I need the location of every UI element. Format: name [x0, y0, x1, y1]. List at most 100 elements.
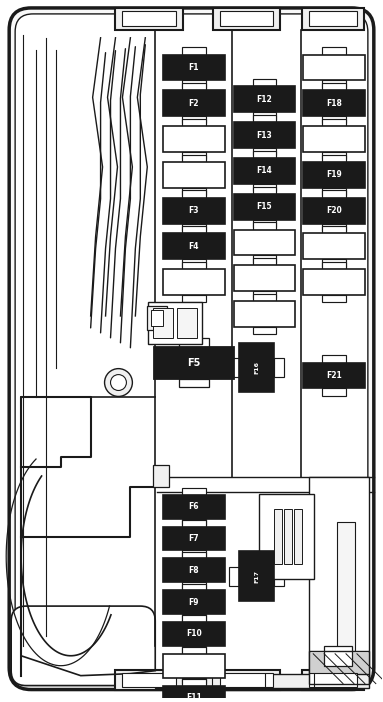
Text: F3: F3 [189, 206, 199, 215]
Bar [253, 184, 276, 191]
Text: F14: F14 [257, 166, 272, 176]
Bar [253, 294, 276, 301]
Bar [163, 590, 225, 614]
Bar [182, 519, 206, 525]
Bar [182, 677, 206, 684]
Text: F8: F8 [189, 566, 199, 575]
FancyBboxPatch shape [9, 8, 374, 689]
Bar [234, 265, 295, 291]
Circle shape [111, 375, 126, 390]
Bar [324, 646, 352, 665]
Bar [253, 187, 276, 194]
Text: F13: F13 [257, 131, 272, 140]
Polygon shape [311, 653, 367, 684]
Bar [285, 509, 292, 564]
Bar [322, 117, 346, 124]
Bar [253, 258, 276, 265]
Text: F16: F16 [254, 361, 259, 374]
Bar [151, 310, 163, 326]
Text: F7: F7 [189, 534, 199, 543]
Bar [163, 622, 225, 646]
Bar [163, 55, 225, 81]
Bar [147, 306, 167, 330]
Bar [253, 151, 276, 158]
Bar [116, 8, 183, 29]
Bar [322, 188, 346, 195]
Bar [179, 338, 209, 347]
Text: F4: F4 [189, 242, 199, 251]
Bar [302, 8, 364, 29]
Bar [303, 234, 365, 259]
Bar [253, 115, 276, 122]
FancyBboxPatch shape [11, 606, 155, 686]
Bar [182, 188, 206, 195]
Bar [322, 152, 346, 159]
Bar [182, 552, 206, 558]
Bar [275, 358, 285, 377]
Text: F5: F5 [187, 357, 201, 368]
Bar [234, 122, 295, 148]
Bar [303, 126, 365, 152]
Bar [303, 91, 365, 117]
Bar [182, 223, 206, 231]
Bar [322, 259, 346, 267]
Bar [182, 117, 206, 124]
Bar [182, 190, 206, 198]
Text: F11: F11 [186, 693, 202, 702]
Bar [182, 614, 206, 621]
Bar [309, 477, 369, 675]
Bar [229, 358, 239, 377]
Text: F2: F2 [189, 99, 199, 108]
Bar [182, 259, 206, 267]
Text: F15: F15 [257, 202, 272, 211]
Bar [163, 558, 225, 582]
Bar [295, 509, 302, 564]
Bar [220, 11, 273, 26]
Text: F17: F17 [254, 570, 259, 583]
Text: F12: F12 [257, 95, 272, 104]
Bar [322, 295, 346, 303]
Bar [259, 494, 314, 578]
Bar [123, 673, 176, 687]
Bar [234, 230, 295, 256]
Bar [182, 583, 206, 590]
Bar [253, 223, 276, 230]
Bar [182, 48, 206, 55]
Bar [303, 270, 365, 295]
Bar [253, 291, 276, 298]
Bar [148, 302, 203, 344]
FancyBboxPatch shape [15, 14, 368, 684]
Bar [253, 327, 276, 334]
Bar [322, 388, 346, 396]
Bar [234, 86, 295, 112]
Bar [182, 679, 206, 686]
Bar [322, 223, 346, 231]
Bar [155, 674, 369, 687]
Bar [163, 91, 225, 117]
Bar [234, 194, 295, 220]
Bar [182, 154, 206, 162]
Bar [213, 8, 280, 29]
Bar [182, 520, 206, 526]
Bar [182, 83, 206, 91]
Bar [153, 465, 169, 487]
Bar [239, 343, 275, 392]
Bar [154, 347, 234, 378]
Bar [303, 162, 365, 188]
Text: F18: F18 [326, 99, 342, 108]
Bar [309, 11, 357, 26]
Bar [182, 646, 206, 653]
Bar [163, 126, 225, 152]
Bar [163, 686, 225, 702]
Bar [234, 301, 295, 327]
Bar [182, 616, 206, 622]
Bar [322, 190, 346, 198]
Bar [182, 550, 206, 557]
Bar [253, 79, 276, 86]
Bar [322, 355, 346, 363]
Bar [163, 495, 225, 519]
Bar [220, 673, 273, 687]
Text: F19: F19 [326, 171, 342, 180]
Bar [275, 567, 285, 585]
Bar [253, 220, 276, 227]
